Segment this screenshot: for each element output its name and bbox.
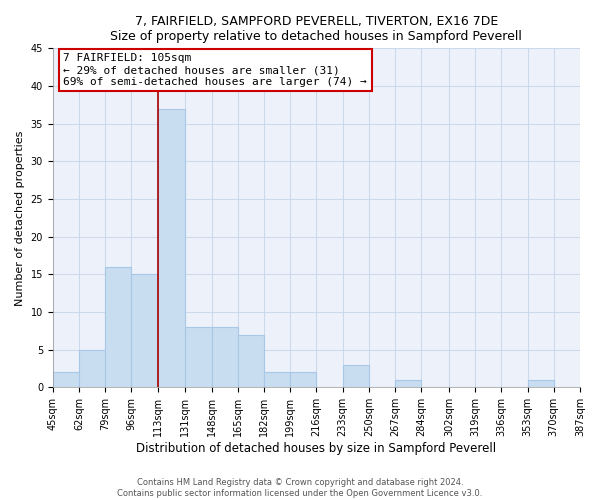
Bar: [527, 380, 554, 388]
Bar: [343, 364, 369, 388]
Text: 7 FAIRFIELD: 105sqm
← 29% of detached houses are smaller (31)
69% of semi-detach: 7 FAIRFIELD: 105sqm ← 29% of detached ho…: [64, 54, 367, 86]
Text: Contains HM Land Registry data © Crown copyright and database right 2024.
Contai: Contains HM Land Registry data © Crown c…: [118, 478, 482, 498]
Bar: [185, 327, 212, 388]
Bar: [264, 372, 290, 388]
Bar: [212, 327, 238, 388]
Bar: [53, 372, 79, 388]
Y-axis label: Number of detached properties: Number of detached properties: [15, 130, 25, 306]
Bar: [79, 350, 105, 388]
Bar: [105, 267, 131, 388]
Bar: [131, 274, 158, 388]
Bar: [238, 334, 264, 388]
Title: 7, FAIRFIELD, SAMPFORD PEVERELL, TIVERTON, EX16 7DE
Size of property relative to: 7, FAIRFIELD, SAMPFORD PEVERELL, TIVERTO…: [110, 15, 523, 43]
Bar: [290, 372, 316, 388]
Bar: [395, 380, 421, 388]
Bar: [158, 108, 185, 388]
X-axis label: Distribution of detached houses by size in Sampford Peverell: Distribution of detached houses by size …: [136, 442, 496, 455]
